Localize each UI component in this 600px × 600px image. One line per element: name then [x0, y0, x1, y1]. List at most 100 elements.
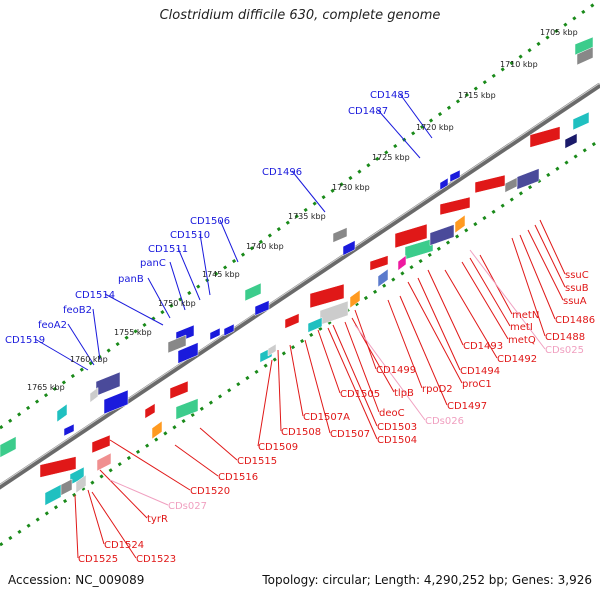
forward-gene-7[interactable] — [209, 327, 221, 341]
reverse-gene-40[interactable] — [169, 380, 189, 400]
gene-label-reverse[interactable]: ssuB — [565, 283, 589, 294]
gene-label-forward[interactable]: feoB2 — [63, 305, 92, 316]
gene-label-reverse[interactable]: metI — [510, 322, 533, 333]
gene-label-reverse[interactable]: CD1516 — [218, 472, 258, 483]
forward-gene-13[interactable] — [89, 387, 99, 403]
gene-label-reverse[interactable]: ssuC — [565, 270, 589, 281]
gene-label-reverse[interactable]: CD1494 — [460, 366, 500, 377]
gene-label-reverse[interactable]: CD1503 — [377, 422, 417, 433]
leader-line-reverse — [74, 494, 79, 559]
gene-label-reverse[interactable]: metQ — [508, 335, 536, 346]
gene-label-forward[interactable]: CD1510 — [170, 230, 210, 241]
leader-line-pseudogene — [109, 479, 169, 506]
gene-label-reverse[interactable]: CD1488 — [545, 332, 585, 343]
gene-label-reverse[interactable]: tlpB — [394, 388, 414, 399]
gene-label-forward[interactable]: CD1496 — [262, 167, 302, 178]
gene-label-forward[interactable]: CD1514 — [75, 290, 115, 301]
leader-line-reverse — [519, 234, 556, 320]
reverse-gene-36[interactable] — [307, 317, 323, 333]
reverse-gene-35[interactable] — [319, 300, 349, 326]
gene-label-forward[interactable]: CD1487 — [348, 106, 388, 117]
reverse-gene-39[interactable] — [267, 343, 277, 357]
forward-gene-16[interactable] — [0, 436, 17, 458]
page-title: Clostridium difficile 630, complete geno… — [159, 8, 441, 23]
forward-gene-15[interactable] — [63, 423, 75, 437]
gene-label-reverse[interactable]: CD1525 — [78, 554, 118, 565]
gene-label-pseudogene[interactable]: CDs027 — [168, 501, 207, 512]
reverse-gene-46[interactable] — [39, 456, 77, 478]
reverse-gene-22[interactable] — [516, 168, 540, 190]
forward-gene-11[interactable] — [95, 371, 121, 397]
gene-features — [0, 36, 594, 506]
gene-label-reverse[interactable]: CD1493 — [463, 341, 503, 352]
gene-label-reverse[interactable]: CD1497 — [447, 401, 487, 412]
reverse-gene-24[interactable] — [474, 174, 506, 194]
reverse-gene-32[interactable] — [377, 268, 389, 288]
gene-label-reverse[interactable]: CD1499 — [376, 365, 416, 376]
reverse-gene-23[interactable] — [504, 177, 518, 193]
gene-label-pseudogene[interactable]: CDs025 — [545, 345, 584, 356]
gene-label-reverse[interactable]: ssuA — [563, 296, 587, 307]
gene-label-reverse[interactable]: CD1508 — [281, 427, 321, 438]
reverse-gene-33[interactable] — [349, 289, 361, 309]
forward-gene-14[interactable] — [56, 403, 68, 423]
forward-gene-10[interactable] — [177, 342, 199, 364]
gene-label-reverse[interactable]: CD1507A — [303, 412, 350, 423]
forward-gene-9[interactable] — [167, 334, 187, 354]
reverse-gene-50[interactable] — [75, 474, 87, 494]
reverse-gene-21[interactable] — [564, 133, 578, 149]
gene-label-pseudogene[interactable]: CDs026 — [425, 416, 464, 427]
forward-gene-1[interactable] — [439, 177, 449, 191]
reverse-gene-27[interactable] — [404, 238, 434, 260]
gene-label-reverse[interactable]: rpoD2 — [422, 384, 453, 395]
reverse-gene-37[interactable] — [284, 313, 300, 329]
gene-label-forward[interactable]: panB — [118, 274, 144, 285]
reverse-gene-25[interactable] — [439, 196, 471, 216]
gene-label-reverse[interactable]: CD1520 — [190, 486, 230, 497]
leader-line-pseudogene — [469, 249, 546, 350]
gene-label-reverse[interactable]: proC1 — [462, 379, 492, 390]
gene-label-forward[interactable]: feoA2 — [38, 320, 67, 331]
forward-gene-3[interactable] — [342, 240, 356, 256]
gene-label-forward[interactable]: CD1511 — [148, 244, 188, 255]
forward-gene-12[interactable] — [103, 389, 129, 415]
gene-label-reverse[interactable]: CD1515 — [237, 456, 277, 467]
gene-label-reverse[interactable]: CD1507 — [330, 429, 370, 440]
reverse-gene-49[interactable] — [44, 484, 62, 506]
reverse-gene-30[interactable] — [454, 214, 466, 234]
reverse-gene-45[interactable] — [96, 452, 112, 472]
reverse-gene-43[interactable] — [151, 420, 163, 440]
gene-label-reverse[interactable]: CD1524 — [104, 540, 144, 551]
gene-label-reverse[interactable]: CD1492 — [497, 354, 537, 365]
reverse-gene-41[interactable] — [175, 398, 199, 420]
forward-gene-6[interactable] — [223, 323, 235, 337]
gene-label-reverse[interactable]: CD1486 — [555, 315, 595, 326]
gene-label-forward[interactable]: CD1506 — [190, 216, 230, 227]
gene-label-reverse[interactable]: deoC — [379, 408, 405, 419]
forward-gene-0[interactable] — [449, 169, 461, 183]
reverse-gene-26[interactable] — [394, 223, 428, 249]
reverse-gene-42[interactable] — [144, 403, 156, 419]
reverse-gene-19[interactable] — [529, 126, 561, 148]
gene-label-reverse[interactable]: CD1504 — [377, 435, 417, 446]
reverse-gene-20[interactable] — [572, 111, 590, 131]
gene-label-reverse[interactable]: tyrR — [147, 514, 168, 525]
gene-label-forward[interactable]: CD1519 — [5, 335, 45, 346]
reverse-gene-31[interactable] — [369, 255, 389, 271]
gene-label-reverse[interactable]: CD1509 — [258, 442, 298, 453]
reverse-gene-28[interactable] — [429, 224, 455, 246]
reverse-gene-34[interactable] — [309, 283, 345, 309]
forward-gene-4[interactable] — [244, 282, 262, 302]
forward-gene-5[interactable] — [254, 300, 270, 316]
gene-label-forward[interactable]: panC — [140, 258, 166, 269]
gene-label-reverse[interactable]: CD1505 — [340, 389, 380, 400]
leader-line-forward — [177, 247, 201, 301]
reverse-gene-44[interactable] — [91, 434, 111, 454]
gene-label-reverse[interactable]: metN — [512, 310, 539, 321]
kbp-tick-labels: 1705 kbp 1710 kbp 1715 kbp 1720 kbp 1725 kbp… — [27, 28, 578, 392]
gene-label-forward[interactable]: CD1485 — [370, 90, 410, 101]
gene-label-reverse[interactable]: CD1523 — [136, 554, 176, 565]
forward-gene-18[interactable] — [576, 46, 594, 66]
reverse-gene-29[interactable] — [397, 255, 407, 271]
forward-gene-2[interactable] — [332, 227, 348, 243]
